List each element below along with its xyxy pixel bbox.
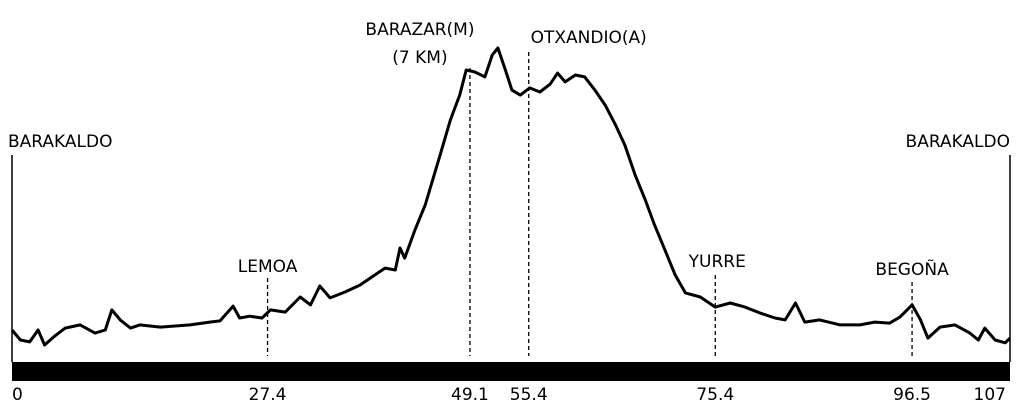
annotation-label: (7 KM) (392, 48, 447, 68)
x-tick-label: 55.4 (510, 385, 548, 405)
x-tick-label: 75.4 (696, 385, 734, 405)
x-tick-label: 0 (12, 385, 23, 405)
annotation-label: BEGOÑA (875, 258, 949, 280)
baseline-bar (12, 362, 1010, 381)
annotation-label: LEMOA (238, 257, 298, 277)
annotation-label: YURRE (688, 252, 746, 272)
profile-line (10, 46, 1012, 347)
annotation-label: BARAKALDO (906, 132, 1010, 152)
x-tick-label: 27.4 (249, 385, 287, 405)
x-tick-label: 96.5 (893, 385, 931, 405)
annotation-label: OTXANDIO(A) (531, 28, 647, 48)
annotation-label: BARAKALDO (8, 132, 112, 152)
annotation-label: BARAZAR(M) (365, 20, 474, 40)
x-tick-label: 49.1 (451, 385, 489, 405)
x-tick-label: 107 (974, 385, 1006, 405)
